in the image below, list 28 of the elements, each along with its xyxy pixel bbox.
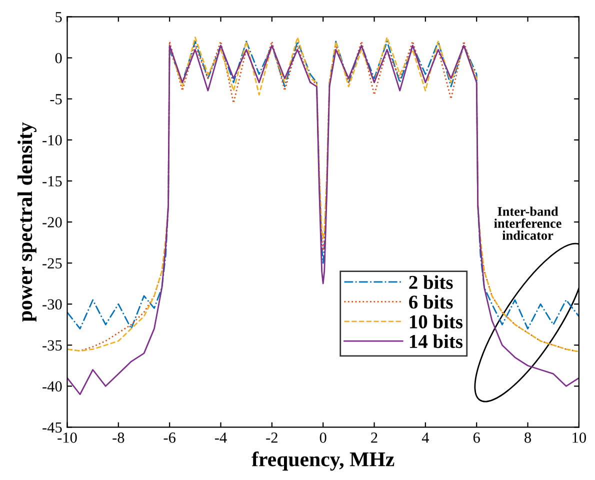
y-tick-label: 5 (56, 12, 62, 22)
x-tick-label: -8 (112, 432, 124, 443)
x-tick-label: 4 (422, 432, 430, 443)
legend-label: 14 bits (410, 334, 463, 348)
x-tick-label: -4 (214, 432, 227, 443)
x-tick-label: 0 (320, 432, 326, 443)
x-tick-label: 6 (473, 432, 480, 443)
y-tick-label: -25 (42, 258, 62, 268)
x-tick-label: -2 (266, 432, 278, 443)
y-tick-label: 0 (55, 52, 62, 64)
x-tick-label: -6 (164, 432, 176, 443)
x-tick-label: 10 (572, 432, 586, 443)
legend-label: 10 bits (410, 314, 463, 328)
annotation: Inter-band interference indicator (494, 206, 562, 240)
y-tick-label: -35 (42, 340, 62, 351)
legend-label: 6 bits (409, 295, 453, 309)
x-axis-title: frequency, MHz (252, 451, 394, 471)
y-tick-label: -15 (42, 176, 62, 186)
y-tick-label: -30 (42, 299, 62, 310)
y-axis-title: power spectral density (18, 122, 36, 322)
x-tick-label: 8 (524, 432, 531, 443)
x-tick-label: 2 (371, 432, 378, 443)
y-tick-label: -20 (42, 217, 62, 228)
legend-label: 2 bits (409, 275, 453, 289)
y-tick-label: -10 (42, 135, 62, 146)
y-tick-label: -45 (42, 422, 62, 433)
y-tick-label: -5 (50, 94, 62, 104)
y-tick-label: -40 (42, 381, 62, 392)
